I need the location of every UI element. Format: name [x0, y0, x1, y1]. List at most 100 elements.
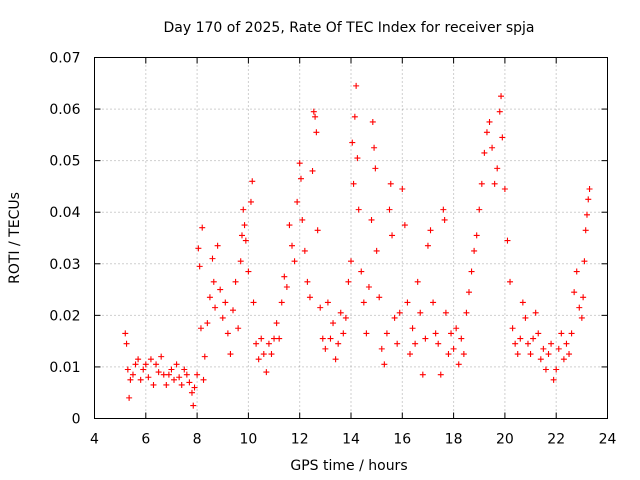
- data-point: [483, 129, 490, 136]
- data-point: [160, 371, 167, 378]
- data-point: [237, 258, 244, 265]
- data-point: [190, 402, 197, 409]
- data-point: [281, 273, 288, 280]
- data-point: [348, 258, 354, 265]
- data-point: [582, 227, 589, 234]
- data-point: [363, 330, 370, 337]
- data-point: [441, 216, 448, 223]
- data-point: [491, 180, 498, 187]
- data-point: [566, 351, 573, 358]
- data-point: [153, 361, 160, 368]
- data-point: [486, 118, 493, 125]
- data-point: [581, 258, 588, 265]
- data-point: [204, 320, 211, 327]
- data-point: [196, 263, 203, 270]
- data-point: [186, 379, 193, 386]
- data-point: [583, 211, 590, 218]
- data-point: [371, 144, 378, 151]
- data-point: [412, 340, 419, 347]
- data-point: [351, 113, 358, 120]
- data-point: [369, 118, 376, 125]
- data-point: [306, 294, 313, 301]
- data-point: [245, 268, 252, 275]
- y-tick-label: 0.02: [49, 308, 80, 324]
- data-point: [309, 167, 316, 174]
- axis-ticks: [94, 57, 608, 419]
- data-point: [424, 242, 431, 249]
- data-point: [304, 278, 311, 285]
- data-point: [560, 356, 567, 363]
- y-axis-tick-labels: 0 0.01 0.02 0.03 0.04 0.05 0.06 0.07: [49, 51, 80, 428]
- data-point: [206, 294, 213, 301]
- data-point: [365, 283, 372, 290]
- data-point: [301, 247, 308, 254]
- data-point: [545, 351, 552, 358]
- data-point: [585, 196, 592, 203]
- y-tick-label: 0.07: [49, 51, 80, 67]
- data-point: [332, 356, 339, 363]
- data-point: [394, 340, 401, 347]
- data-point: [327, 335, 334, 342]
- data-point: [517, 335, 524, 342]
- data-point: [354, 155, 361, 162]
- data-point: [419, 371, 426, 378]
- data-point: [232, 278, 239, 285]
- data-point: [391, 314, 398, 321]
- data-point: [376, 294, 383, 301]
- data-point: [194, 371, 201, 378]
- data-point: [178, 381, 185, 388]
- data-point: [129, 371, 136, 378]
- data-point: [568, 330, 575, 337]
- data-point: [312, 113, 319, 120]
- data-point: [553, 366, 560, 373]
- data-point: [330, 320, 337, 327]
- data-point: [530, 335, 537, 342]
- data-point: [519, 299, 526, 306]
- data-point: [158, 353, 165, 360]
- data-point: [197, 325, 204, 332]
- data-point: [387, 180, 394, 187]
- grid-lines: [94, 57, 608, 419]
- data-point: [471, 247, 478, 254]
- data-point: [201, 353, 208, 360]
- data-point: [578, 314, 585, 321]
- data-point: [542, 366, 549, 373]
- data-point: [473, 232, 480, 239]
- data-point: [250, 299, 257, 306]
- data-point: [253, 340, 260, 347]
- data-point: [140, 366, 147, 373]
- data-point: [355, 206, 362, 213]
- data-point: [580, 294, 587, 301]
- data-point: [535, 330, 542, 337]
- x-tick-label: 18: [445, 432, 463, 448]
- data-point: [126, 394, 133, 401]
- x-axis-tick-labels: 4 6 8 10 12 14 16 18 20 22 24: [90, 432, 616, 448]
- data-point: [294, 198, 301, 205]
- data-point: [145, 374, 152, 381]
- data-point: [278, 299, 285, 306]
- data-point: [478, 180, 485, 187]
- data-point: [422, 335, 429, 342]
- data-point: [399, 186, 406, 193]
- data-point: [283, 283, 290, 290]
- x-tick-label: 12: [291, 432, 309, 448]
- data-point: [296, 160, 303, 167]
- data-point: [455, 361, 462, 368]
- data-point: [276, 335, 283, 342]
- data-point: [224, 330, 231, 337]
- data-point: [217, 286, 224, 293]
- data-point: [345, 278, 352, 285]
- data-point: [445, 351, 452, 358]
- x-axis-label: GPS time / hours: [290, 458, 407, 474]
- data-point: [271, 335, 278, 342]
- data-point: [532, 309, 539, 316]
- data-point: [222, 299, 229, 306]
- data-point: [342, 314, 349, 321]
- y-tick-label: 0.05: [49, 154, 80, 170]
- data-point: [176, 374, 183, 381]
- data-point: [512, 340, 519, 347]
- data-point: [349, 139, 356, 146]
- data-point: [404, 299, 411, 306]
- data-point: [335, 340, 342, 347]
